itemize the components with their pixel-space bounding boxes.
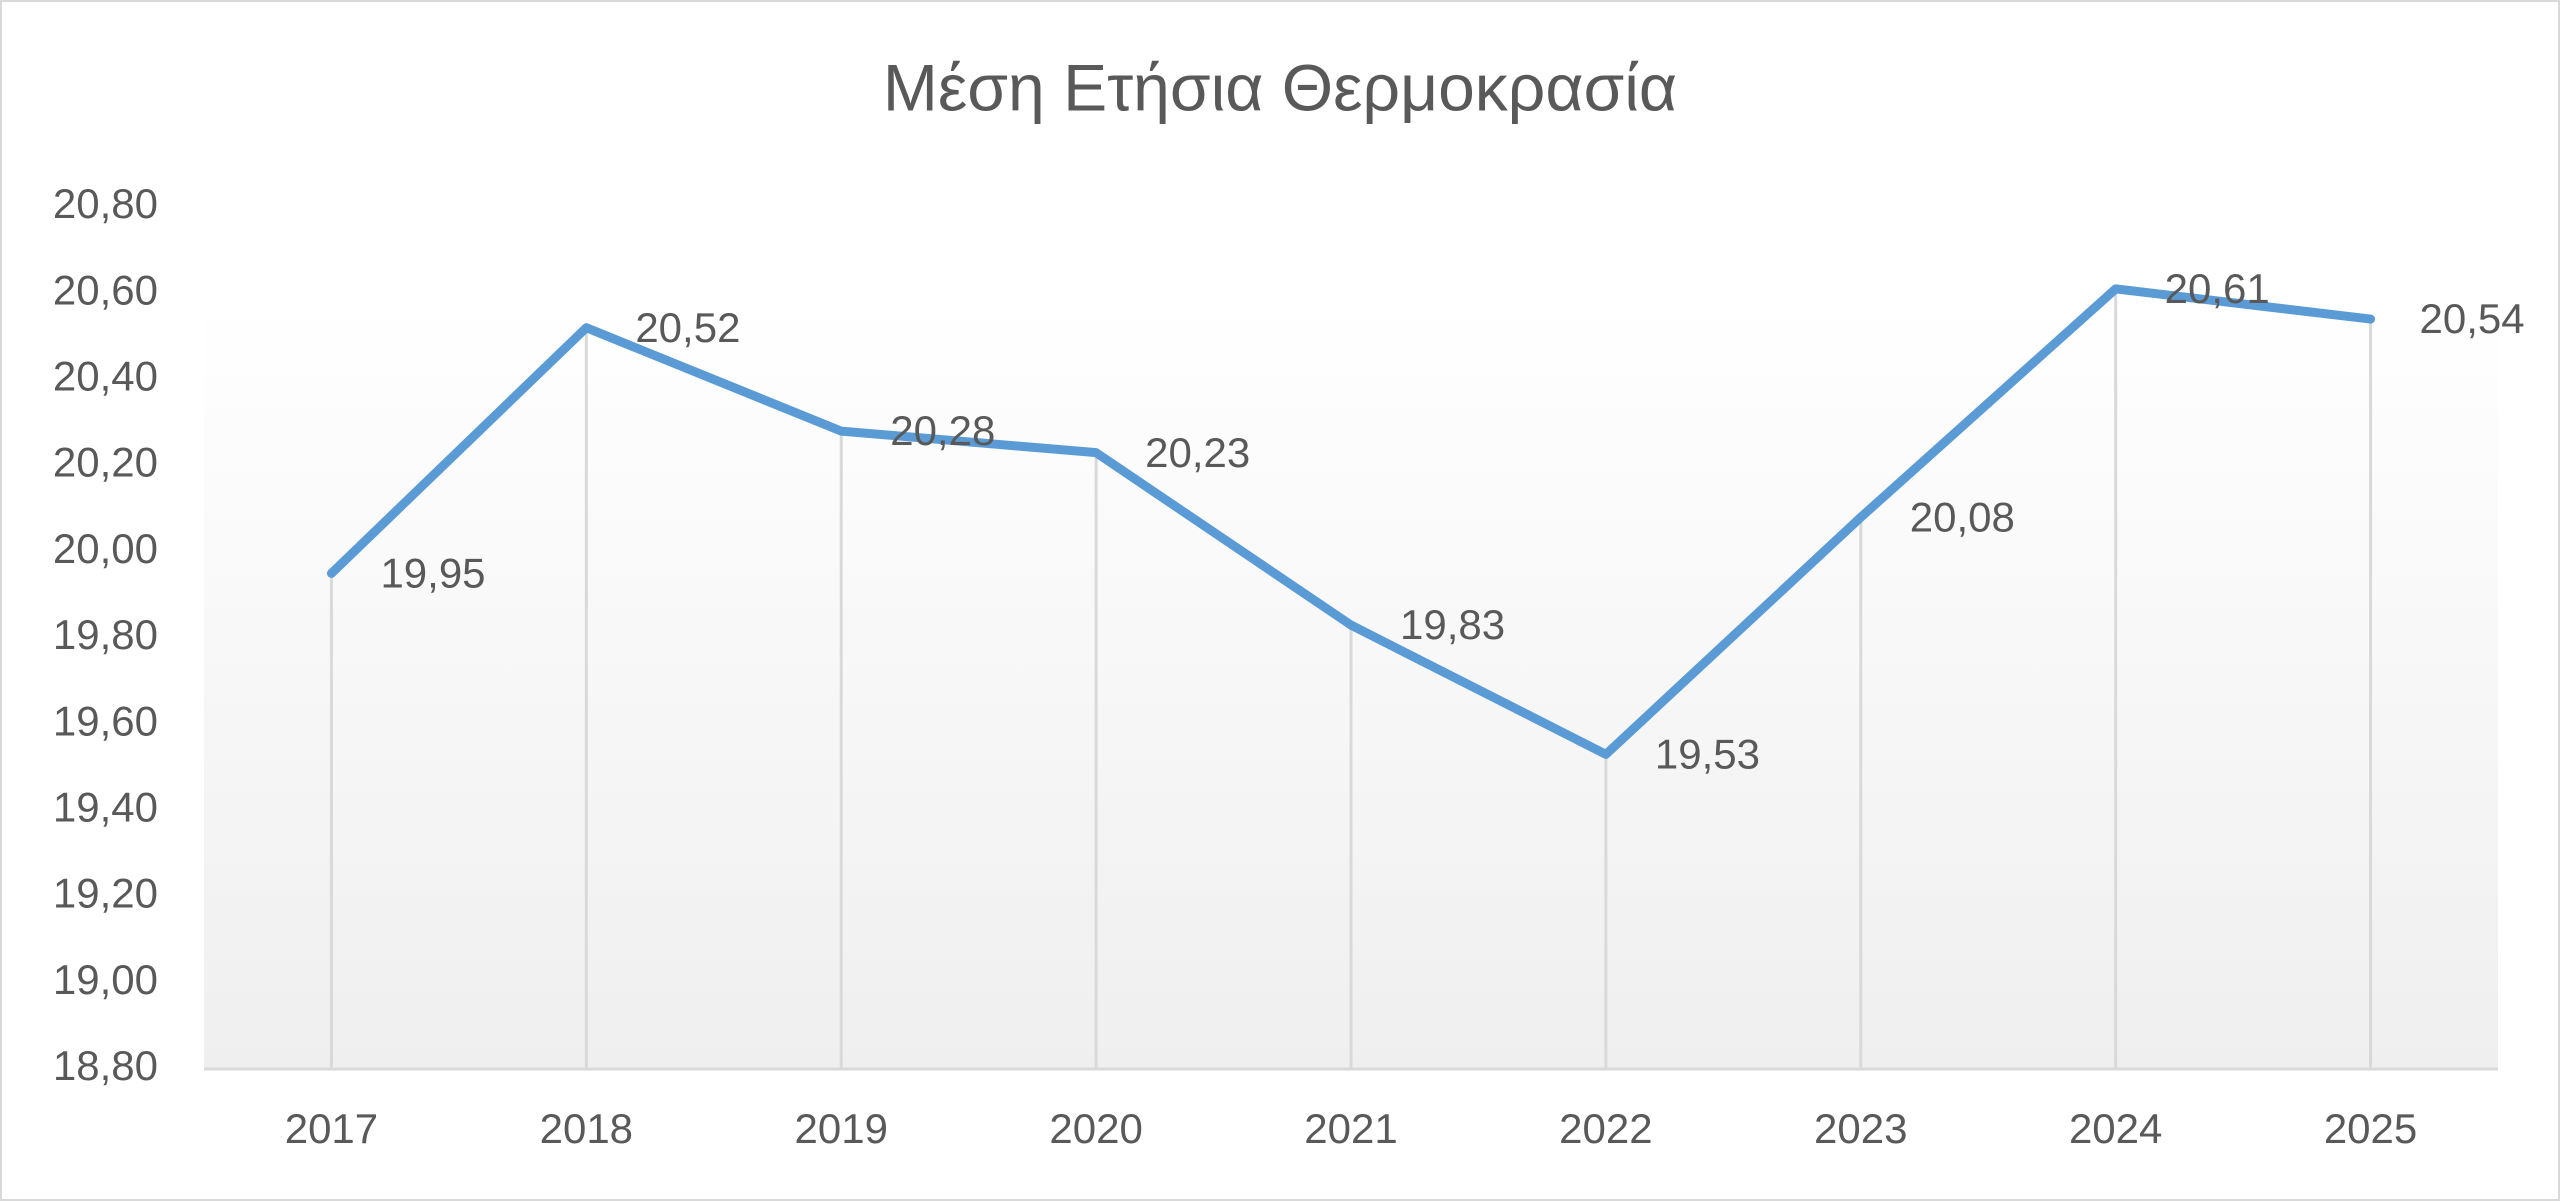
x-tick-label: 2022 xyxy=(1559,1105,1652,1152)
data-label: 19,83 xyxy=(1400,601,1505,648)
data-label: 20,61 xyxy=(2165,265,2270,312)
data-label: 20,23 xyxy=(1145,429,1250,476)
y-tick-label: 19,40 xyxy=(53,783,158,830)
y-tick-label: 20,20 xyxy=(53,439,158,486)
y-tick-label: 19,60 xyxy=(53,697,158,744)
x-tick-label: 2021 xyxy=(1304,1105,1397,1152)
x-tick-label: 2017 xyxy=(285,1105,378,1152)
data-label: 20,54 xyxy=(2420,295,2525,342)
series-line xyxy=(326,284,2376,759)
y-tick-label: 19,80 xyxy=(53,611,158,658)
x-tick-label: 2025 xyxy=(2324,1105,2417,1152)
y-tick-label: 20,60 xyxy=(53,266,158,313)
data-label: 20,08 xyxy=(1910,493,2015,540)
x-tick-label: 2023 xyxy=(1814,1105,1907,1152)
y-tick-label: 20,80 xyxy=(53,180,158,227)
y-tick-label: 20,40 xyxy=(53,352,158,399)
data-label: 19,53 xyxy=(1655,730,1760,777)
x-tick-label: 2019 xyxy=(795,1105,888,1152)
chart-title: Μέση Ετήσια Θερμοκρασία xyxy=(883,50,1677,124)
y-tick-label: 19,20 xyxy=(53,870,158,917)
data-label: 20,52 xyxy=(635,304,740,351)
y-tick-label: 19,00 xyxy=(53,956,158,1003)
y-tick-label: 20,00 xyxy=(53,525,158,572)
x-tick-label: 2018 xyxy=(540,1105,633,1152)
data-label: 20,28 xyxy=(890,407,995,454)
data-label: 19,95 xyxy=(380,549,485,596)
x-tick-label: 2024 xyxy=(2069,1105,2162,1152)
x-tick-label: 2020 xyxy=(1049,1105,1142,1152)
y-tick-label: 18,80 xyxy=(53,1042,158,1089)
